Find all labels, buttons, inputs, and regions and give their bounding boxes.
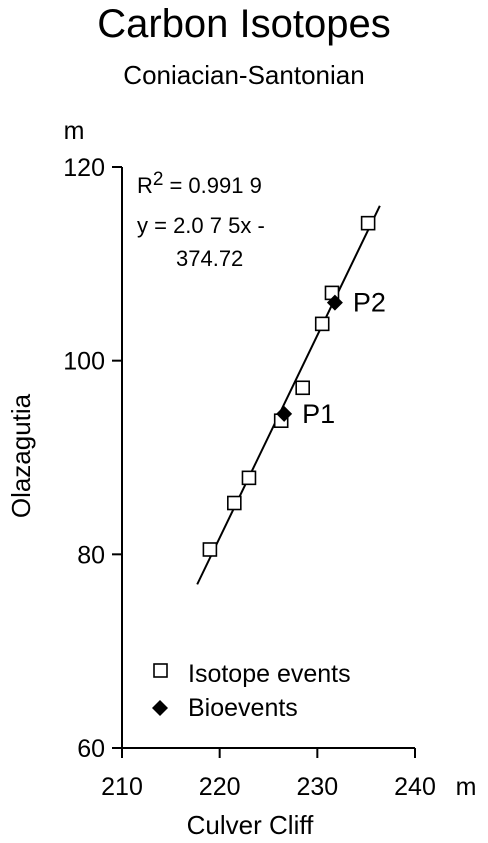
x-axis-unit: m <box>456 773 477 801</box>
legend-label-isotope-events: Isotope events <box>188 660 351 688</box>
x-tick-label: 220 <box>199 773 241 801</box>
chart-title: Carbon Isotopes <box>97 2 391 46</box>
equation-line-1: y = 2.0 7 5x - <box>137 213 265 238</box>
x-tick-label: 240 <box>394 773 436 801</box>
isotope-event-point <box>227 495 242 511</box>
isotope-event-point <box>241 470 257 486</box>
bioevent-point <box>276 405 293 422</box>
y-tick-label: 100 <box>63 348 105 376</box>
isotope-event-point <box>295 380 310 396</box>
bioevent-label: P2 <box>353 288 386 318</box>
bioevent-label: P1 <box>302 399 335 429</box>
y-tick-label: 60 <box>77 735 105 763</box>
legend-square-icon <box>153 663 168 678</box>
chart-subtitle: Coniacian-Santonian <box>123 60 365 90</box>
y-axis-label: Olazagutia <box>6 393 36 518</box>
x-tick-label: 230 <box>296 773 338 801</box>
labels: R2 = 0.991 9 y = 2.0 7 5x - 374.72 P1 P2 Isoto… <box>137 169 386 722</box>
axes: 60 80 100 120 210 220 230 240 Olazagutia Culver C… <box>6 117 476 840</box>
r-squared-label: R2 = 0.991 9 <box>137 169 262 198</box>
y-tick-label: 120 <box>63 154 105 182</box>
y-tick-label: 80 <box>77 541 105 569</box>
equation-line-2: 374.72 <box>176 246 243 271</box>
y-axis-unit: m <box>64 117 85 145</box>
trendline <box>196 205 381 585</box>
bioevent-point <box>326 294 343 311</box>
x-axis-label: Culver Cliff <box>187 810 314 840</box>
trendline-group <box>196 205 381 585</box>
isotope-event-point <box>314 316 330 332</box>
isotope-event-point <box>202 542 218 557</box>
data-points <box>202 215 376 557</box>
legend: Isotope events Bioevents <box>152 660 351 722</box>
x-tick-label: 210 <box>101 773 143 801</box>
legend-label-bioevents: Bioevents <box>188 694 298 722</box>
legend-diamond-icon <box>152 700 168 716</box>
isotope-event-point <box>360 215 376 231</box>
